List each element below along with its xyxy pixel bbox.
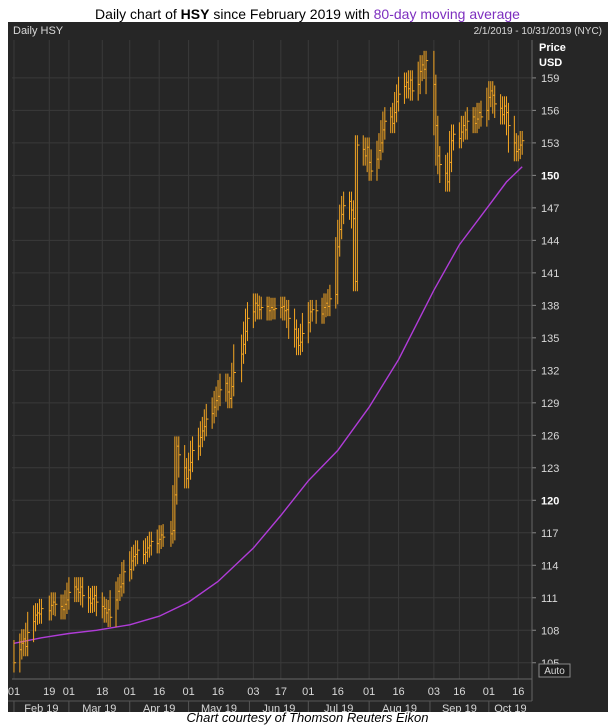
x-tick-label: 16 [153,686,165,698]
y-tick-label: 147 [541,203,559,215]
x-tick-label: 18 [96,686,108,698]
y-tick-label: 111 [541,593,558,605]
price-axis-title: Price [539,42,566,54]
x-tick-label: 17 [275,686,287,698]
auto-scale-box [538,663,571,678]
y-tick-label: 129 [541,398,559,410]
month-label: Jun 19 [262,703,295,712]
month-label: Apr 19 [143,703,175,712]
y-tick-label: 150 [541,170,559,182]
x-tick-label: 16 [453,686,465,698]
y-tick-label: 135 [541,333,559,345]
y-tick-label: 117 [541,528,559,540]
panel-date-range: 2/1/2019 - 10/31/2019 (NYC) [474,26,602,37]
month-label: Aug 19 [382,703,417,712]
x-tick-label: 01 [63,686,75,698]
x-tick-label: 16 [332,686,344,698]
chart-frame: Daily HSY 2/1/2019 - 10/31/2019 (NYC) Pric… [8,22,608,712]
y-tick-label: 132 [541,365,559,377]
title-ma-label: 80-day moving average [373,6,520,22]
y-tick-label: 126 [541,430,559,442]
y-tick-label: 156 [541,105,559,117]
x-tick-label: 01 [182,686,194,698]
month-label: Mar 19 [82,703,116,712]
x-tick-label: 01 [302,686,314,698]
month-label: Sep 19 [442,703,477,712]
moving-average-line [13,166,523,644]
y-tick-label: 153 [541,138,559,150]
y-tick-label: 144 [541,235,559,247]
month-label: May 19 [201,703,237,712]
auto-scale-label: Auto [544,666,565,677]
x-tick-label: 01 [8,686,20,698]
month-label: Feb 19 [24,703,58,712]
month-label: Jul 19 [324,703,353,712]
x-tick-label: 16 [212,686,224,698]
currency-axis-title: USD [539,57,562,69]
y-tick-label: 120 [541,495,559,507]
x-tick-label: 03 [247,686,259,698]
x-tick-label: 01 [124,686,136,698]
y-tick-label: 114 [541,560,559,572]
panel-label: Daily HSY [13,25,64,37]
x-tick-label: 19 [43,686,55,698]
y-tick-label: 123 [541,463,559,475]
x-tick-label: 03 [428,686,440,698]
y-tick-label: 138 [541,300,559,312]
title-prefix: Daily chart of [95,6,181,22]
chart-caption: Chart courtesy of Thomson Reuters Eikon [186,710,429,725]
x-tick-label: 16 [392,686,404,698]
title-middle: since February 2019 with [209,6,374,22]
x-tick-label: 16 [512,686,524,698]
y-tick-label: 159 [541,73,559,85]
title-ticker: HSY [180,6,210,22]
x-tick-label: 01 [483,686,495,698]
month-label: Oct 19 [494,703,526,712]
price-chart: Daily HSY 2/1/2019 - 10/31/2019 (NYC) Pric… [8,22,608,712]
chart-title: Daily chart of HSY since February 2019 w… [0,6,615,22]
x-tick-label: 01 [363,686,375,698]
y-tick-label: 108 [541,625,559,637]
y-tick-label: 141 [541,268,559,280]
